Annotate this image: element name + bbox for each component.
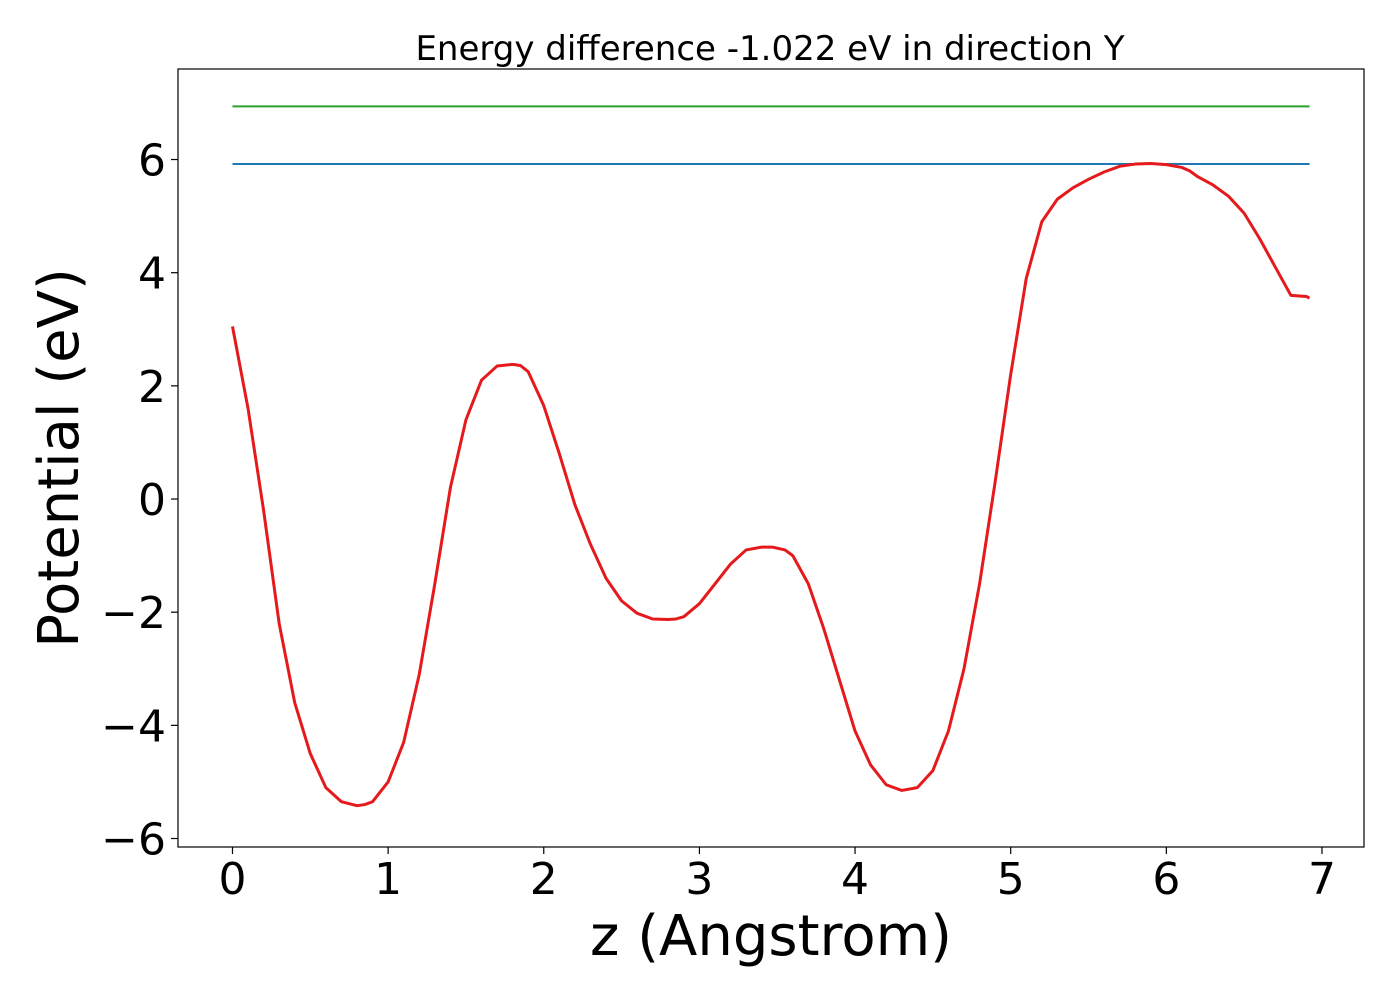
x-axis-label: z (Angstrom) bbox=[590, 904, 952, 969]
y-tick-label: 2 bbox=[138, 362, 166, 413]
series-line-2 bbox=[231, 161, 1311, 808]
series-layer bbox=[231, 105, 1311, 808]
chart-title: Energy difference -1.022 eV in direction… bbox=[415, 29, 1124, 69]
y-tick-label: −2 bbox=[101, 588, 166, 639]
y-tick-label: 6 bbox=[138, 136, 166, 187]
y-tick-label: −4 bbox=[101, 701, 166, 752]
x-tick-label: 7 bbox=[1308, 854, 1336, 905]
x-tick-label: 4 bbox=[841, 854, 869, 905]
x-tick-label: 2 bbox=[530, 854, 558, 905]
x-tick-label: 3 bbox=[685, 854, 713, 905]
plot-frame bbox=[177, 68, 1365, 848]
y-tick-label: −6 bbox=[101, 815, 166, 866]
x-tick-label: 6 bbox=[1152, 854, 1180, 905]
y-tick-label: 4 bbox=[138, 249, 166, 300]
y-axis-label: Potential (eV) bbox=[27, 268, 92, 648]
x-tick-label: 5 bbox=[997, 854, 1025, 905]
x-tick-label: 0 bbox=[218, 854, 246, 905]
x-ticks: 0 1 2 3 4 5 6 7 bbox=[218, 847, 1336, 905]
y-tick-label: 0 bbox=[138, 475, 166, 526]
x-tick-label: 1 bbox=[374, 854, 402, 905]
y-ticks: −6 −4 −2 0 2 4 6 bbox=[101, 136, 178, 866]
